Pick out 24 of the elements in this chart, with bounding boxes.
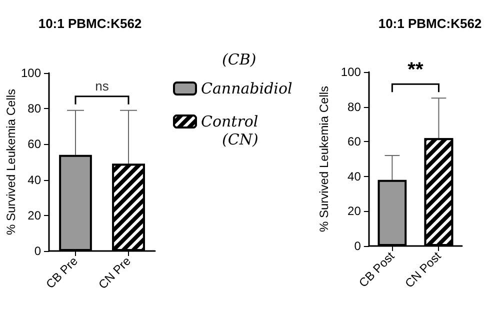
legend-label: Control bbox=[201, 112, 258, 130]
text: (CN) bbox=[222, 130, 258, 148]
chart-title: 10:1 PBMC:K562 bbox=[38, 16, 142, 31]
y-tick-label: 80 bbox=[28, 102, 42, 116]
y-tick-label: 60 bbox=[28, 137, 42, 152]
annotation: ** bbox=[408, 59, 424, 82]
chart-title: 10:1 PBMC:K562 bbox=[378, 16, 482, 31]
y-tick-label: 100 bbox=[20, 66, 42, 80]
y-tick-label: 0 bbox=[354, 239, 362, 253]
y-tick-label: 20 bbox=[28, 208, 42, 222]
y-axis-title: % Survived Leukemia Cells bbox=[317, 86, 331, 232]
x-tick-label: CN Pre bbox=[96, 254, 134, 292]
y-tick-label: 100 bbox=[340, 65, 362, 79]
y-tick-label: 40 bbox=[348, 169, 362, 184]
y-tick-label: 40 bbox=[28, 172, 42, 187]
y-tick-label: 60 bbox=[348, 134, 362, 149]
y-tick-label: 0 bbox=[34, 244, 42, 258]
x-tick-label: CB Pre bbox=[43, 254, 81, 292]
annotation: ns bbox=[95, 78, 110, 94]
y-tick-label: 80 bbox=[348, 100, 362, 114]
legend-label: Cannabidiol bbox=[201, 80, 293, 98]
text: (CB) bbox=[222, 50, 256, 68]
y-tick-label: 20 bbox=[348, 204, 362, 218]
y-axis-title: % Survived Leukemia Cells bbox=[4, 88, 18, 236]
